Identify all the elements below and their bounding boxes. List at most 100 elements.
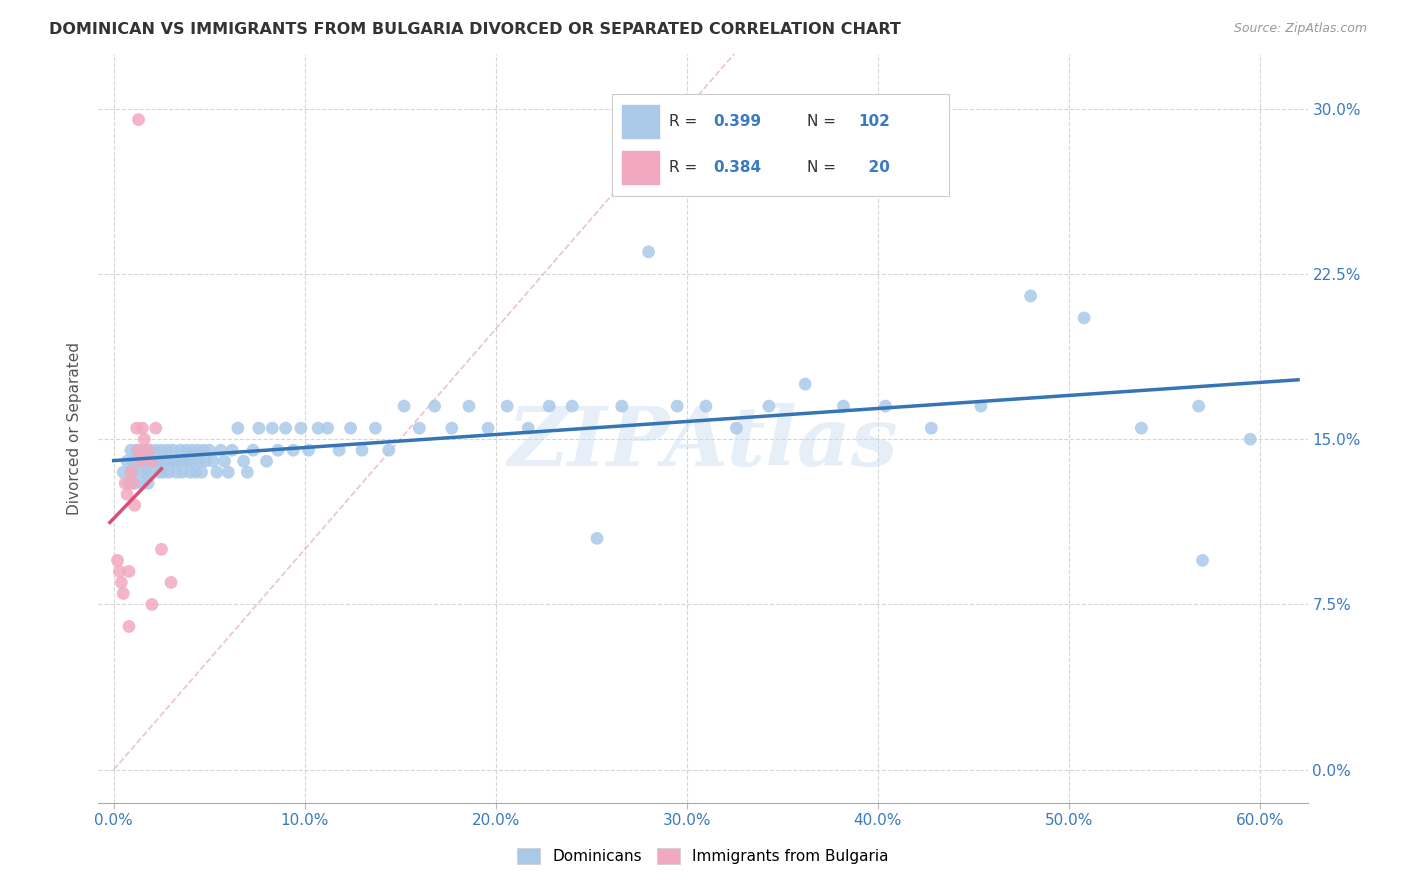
Point — [256, 454, 278, 468]
Point — [198, 443, 221, 458]
Point — [124, 498, 146, 512]
Point — [1019, 289, 1042, 303]
Point — [1239, 432, 1261, 446]
Point — [408, 421, 430, 435]
Point — [174, 443, 197, 458]
Point — [108, 565, 131, 579]
Point — [139, 443, 162, 458]
Point — [120, 443, 142, 458]
Point — [115, 487, 138, 501]
Point — [316, 421, 339, 435]
Point — [134, 443, 156, 458]
Point — [136, 454, 159, 468]
Point — [131, 421, 153, 435]
Point — [152, 465, 174, 479]
Point — [121, 465, 143, 479]
Point — [150, 443, 173, 458]
Point — [610, 399, 633, 413]
Point — [136, 476, 159, 491]
Point — [758, 399, 780, 413]
Point — [124, 476, 146, 491]
Point — [136, 443, 159, 458]
Point — [145, 421, 167, 435]
Point — [121, 476, 143, 491]
Point — [166, 465, 188, 479]
Bar — [621, 105, 659, 137]
Point — [141, 598, 163, 612]
Point — [148, 465, 170, 479]
Point — [177, 454, 200, 468]
Point — [173, 454, 195, 468]
Point — [131, 454, 153, 468]
Point — [202, 454, 225, 468]
Point — [875, 399, 897, 413]
Text: 0.399: 0.399 — [713, 114, 761, 128]
Point — [440, 421, 463, 435]
Point — [637, 244, 659, 259]
Text: N =: N = — [807, 114, 841, 128]
Text: DOMINICAN VS IMMIGRANTS FROM BULGARIA DIVORCED OR SEPARATED CORRELATION CHART: DOMINICAN VS IMMIGRANTS FROM BULGARIA DI… — [49, 22, 901, 37]
Point — [832, 399, 855, 413]
Point — [155, 454, 177, 468]
Point — [970, 399, 993, 413]
Point — [118, 619, 141, 633]
Point — [128, 443, 150, 458]
Point — [328, 443, 350, 458]
Point — [214, 454, 236, 468]
Text: 20: 20 — [858, 160, 890, 175]
Point — [160, 575, 183, 590]
Point — [172, 465, 194, 479]
Point — [146, 454, 169, 468]
Point — [163, 454, 186, 468]
Point — [561, 399, 583, 413]
Point — [242, 443, 264, 458]
Point — [120, 465, 142, 479]
Point — [112, 586, 135, 600]
Point — [339, 421, 361, 435]
Point — [121, 454, 143, 468]
Text: ZIPAtlas: ZIPAtlas — [508, 403, 898, 483]
Point — [110, 575, 132, 590]
Point — [262, 421, 284, 435]
Point — [232, 454, 254, 468]
Text: R =: R = — [669, 114, 702, 128]
Point — [141, 454, 163, 468]
Point — [290, 421, 312, 435]
Point — [181, 443, 204, 458]
Point — [920, 421, 942, 435]
Point — [141, 465, 163, 479]
Point — [1191, 553, 1213, 567]
Point — [297, 443, 319, 458]
Point — [586, 532, 609, 546]
Point — [142, 454, 165, 468]
Text: Source: ZipAtlas.com: Source: ZipAtlas.com — [1233, 22, 1367, 36]
Point — [129, 465, 152, 479]
Point — [538, 399, 561, 413]
Point — [226, 421, 249, 435]
Point — [1073, 310, 1095, 325]
Point — [190, 465, 212, 479]
Point — [188, 454, 211, 468]
Point — [187, 443, 209, 458]
Bar — [621, 151, 659, 184]
Point — [423, 399, 446, 413]
Point — [129, 454, 152, 468]
Text: 102: 102 — [858, 114, 890, 128]
Point — [169, 443, 191, 458]
Point — [350, 443, 373, 458]
Point — [125, 443, 148, 458]
Point — [167, 454, 190, 468]
Point — [150, 542, 173, 557]
Point — [183, 454, 205, 468]
Point — [114, 476, 136, 491]
Point — [112, 465, 135, 479]
Point — [118, 476, 141, 491]
Point — [517, 421, 540, 435]
Point — [274, 421, 297, 435]
Text: R =: R = — [669, 160, 702, 175]
Legend: Dominicans, Immigrants from Bulgaria: Dominicans, Immigrants from Bulgaria — [510, 842, 896, 870]
Point — [794, 377, 817, 392]
Point — [283, 443, 305, 458]
Point — [115, 454, 138, 468]
Point — [458, 399, 481, 413]
